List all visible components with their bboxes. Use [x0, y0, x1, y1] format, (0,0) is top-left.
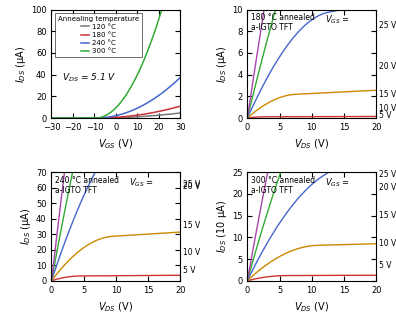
Text: 10 V: 10 V — [379, 104, 396, 113]
X-axis label: $V_{DS}$ (V): $V_{DS}$ (V) — [294, 300, 329, 314]
Text: 10 V: 10 V — [183, 248, 200, 256]
Text: 25 V: 25 V — [379, 170, 396, 179]
X-axis label: $V_{GS}$ (V): $V_{GS}$ (V) — [98, 137, 133, 151]
Text: 15 V: 15 V — [379, 90, 396, 99]
Y-axis label: $I_{DS}$ (μA): $I_{DS}$ (μA) — [215, 45, 229, 83]
Text: 20 V: 20 V — [379, 183, 396, 192]
Y-axis label: $I_{DS}$ (10 μA): $I_{DS}$ (10 μA) — [215, 200, 229, 253]
Text: 240 °C annealed
a-IGTO TFT: 240 °C annealed a-IGTO TFT — [55, 175, 119, 195]
Text: 15 V: 15 V — [183, 221, 200, 230]
Text: $V_{GS}$ =: $V_{GS}$ = — [129, 177, 154, 189]
Legend: 120 °C, 180 °C, 240 °C, 300 °C: 120 °C, 180 °C, 240 °C, 300 °C — [55, 13, 142, 57]
Text: 25 V: 25 V — [379, 21, 396, 30]
Text: 5 V: 5 V — [379, 261, 391, 270]
Text: 20 V: 20 V — [379, 62, 396, 71]
X-axis label: $V_{DS}$ (V): $V_{DS}$ (V) — [294, 137, 329, 151]
Text: 10 V: 10 V — [379, 239, 396, 249]
Text: 180 °C annealed
a-IGTO TFT: 180 °C annealed a-IGTO TFT — [251, 13, 315, 32]
Y-axis label: $I_{DS}$ (μA): $I_{DS}$ (μA) — [14, 45, 28, 83]
Text: 25 V: 25 V — [183, 180, 200, 189]
Text: $V_{GS}$ =: $V_{GS}$ = — [325, 177, 350, 189]
X-axis label: $V_{DS}$ (V): $V_{DS}$ (V) — [98, 300, 133, 314]
Text: 15 V: 15 V — [379, 211, 396, 220]
Text: $V_{GS}$ =: $V_{GS}$ = — [325, 14, 350, 26]
Text: 5 V: 5 V — [379, 111, 391, 120]
Text: $V_{DS}$ = 5.1 V: $V_{DS}$ = 5.1 V — [62, 71, 116, 84]
Text: 5 V: 5 V — [183, 266, 195, 275]
Text: 20 V: 20 V — [183, 182, 200, 191]
Text: 300 °C annealed
a-IGTO TFT: 300 °C annealed a-IGTO TFT — [251, 175, 315, 195]
Y-axis label: $I_{DS}$ (μA): $I_{DS}$ (μA) — [19, 208, 33, 245]
